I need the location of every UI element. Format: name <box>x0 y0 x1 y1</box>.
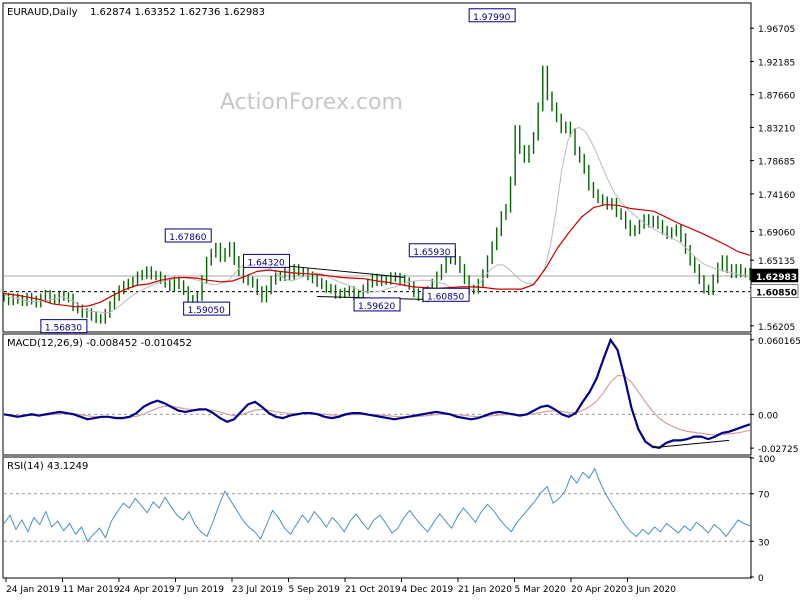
macd-divergence-line <box>652 439 730 449</box>
x-tick-label: 21 Oct 2019 <box>345 585 401 595</box>
annotation-label: 1.67860 <box>169 233 206 243</box>
y-tick-label-price: 1.83210 <box>758 124 795 134</box>
current-price-label: 1.62983 <box>756 273 797 283</box>
macd-series <box>3 337 751 449</box>
x-tick-label: 5 Sep 2019 <box>289 585 341 595</box>
y-tick-label-macd: -0.02725 <box>758 445 798 455</box>
annotation-box <box>468 8 516 23</box>
annotation-label: 1.59620 <box>358 302 395 312</box>
annotation-box <box>353 297 401 312</box>
price-annotations: 1.56830 1.67860 1.59050 1.64320 1.59620 1.608… <box>40 8 516 334</box>
symbol-label: EURAUD,Daily <box>7 7 78 18</box>
macd-panel <box>2 333 752 456</box>
annotation-label: 1.60850 <box>427 292 464 302</box>
price-panel <box>2 2 752 333</box>
macd-line <box>3 337 751 449</box>
x-tick-label: 24 Apr 2019 <box>119 585 175 595</box>
rsi-label: RSI(14) 43.1249 <box>7 461 88 472</box>
annotation-box <box>422 287 470 302</box>
annotation-label: 1.56830 <box>45 324 82 334</box>
y-tick-label-price: 1.78685 <box>758 158 795 168</box>
ma-red-line <box>3 203 751 308</box>
y-tick-label-rsi: 70 <box>758 491 770 501</box>
y-tick-label-price: 1.87660 <box>758 92 795 102</box>
x-tick-label: 7 Jun 2019 <box>176 585 225 595</box>
annotation-box <box>243 253 291 268</box>
annotation-box <box>40 319 88 334</box>
grid-lines <box>4 275 750 542</box>
x-tick-labels: 24 Jan 2019 11 Mar 2019 24 Apr 2019 7 Jun 2… <box>5 578 677 595</box>
y-tick-label-price: 1.56205 <box>758 323 795 333</box>
macd-label: MACD(12,26,9) -0.008452 -0.010452 <box>7 338 192 349</box>
annotation-label: 1.64320 <box>248 258 285 268</box>
annotation-box <box>408 243 456 258</box>
support-price-tag <box>750 284 799 298</box>
x-tick-label: 20 Apr 2020 <box>571 585 627 595</box>
y-tick-label-macd: 0.00 <box>758 411 778 421</box>
y-tick-label-rsi: 0 <box>758 574 764 584</box>
x-tick-label: 3 Jun 2020 <box>628 585 677 595</box>
annotation-label: 1.97990 <box>473 13 510 23</box>
rsi-panel <box>2 456 752 579</box>
rsi-line <box>3 467 751 543</box>
y-tick-label-macd: 0.060165 <box>758 337 800 347</box>
y-tick-label-price: 1.92185 <box>758 58 795 68</box>
y-tick-label-price: 1.96705 <box>758 25 795 35</box>
x-tick-label: 24 Jan 2019 <box>6 585 60 595</box>
y-tick-labels: 1.562051.614351.651351.690601.741601.786… <box>750 25 800 584</box>
x-tick-label: 11 Mar 2019 <box>63 585 120 595</box>
ohlc-label: 1.62874 1.63352 1.62736 1.62983 <box>90 7 265 18</box>
watermark: ActionForex.com <box>220 90 403 115</box>
current-price-tag <box>750 268 799 283</box>
x-tick-label: 5 Mar 2020 <box>515 585 567 595</box>
annotation-label: 1.65930 <box>413 248 450 258</box>
y-tick-label-rsi: 30 <box>758 538 770 548</box>
trend-lines <box>289 265 424 300</box>
x-tick-label: 23 Jul 2019 <box>232 585 283 595</box>
y-tick-label-price: 1.65135 <box>758 257 795 267</box>
x-tick-label: 4 Dec 2019 <box>402 585 454 595</box>
y-tick-label-price: 1.74160 <box>758 191 795 201</box>
y-tick-label-rsi: 100 <box>758 455 775 465</box>
rsi-series <box>3 467 751 543</box>
y-tick-label-price: 1.69060 <box>758 228 795 238</box>
price-series <box>3 65 751 324</box>
annotation-box <box>164 228 212 243</box>
annotation-label: 1.59050 <box>188 306 225 316</box>
upper-trend-line <box>289 265 405 278</box>
annotation-box <box>183 301 231 316</box>
x-tick-label: 21 Jan 2020 <box>458 585 512 595</box>
support-price-label: 1.60850 <box>756 289 797 299</box>
